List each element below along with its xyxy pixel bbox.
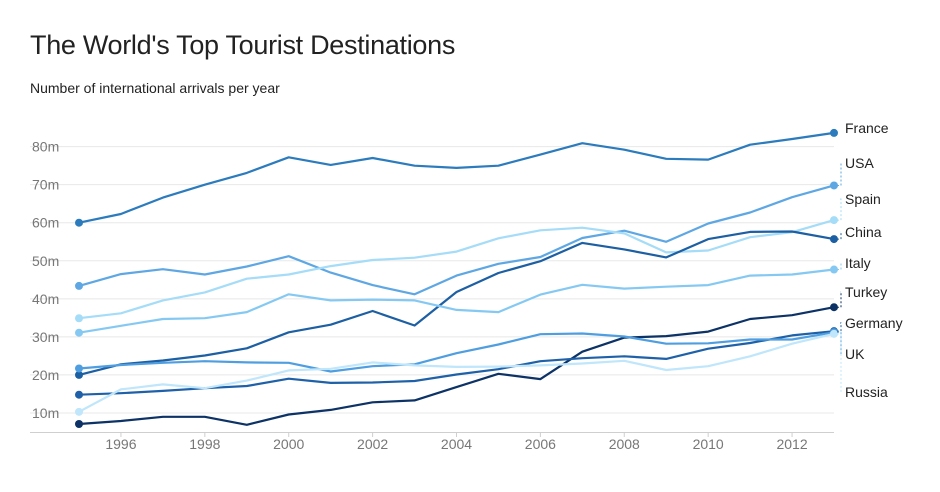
series-end-point-china (830, 235, 838, 244)
x-tick-label: 2012 (776, 436, 807, 452)
series-lines (75, 128, 838, 429)
series-start-point-china (75, 370, 83, 379)
x-tick-label: 2006 (525, 436, 556, 452)
leader-line-china (837, 231, 842, 240)
leader-line-usa (837, 162, 842, 186)
y-tick-label: 60m (32, 215, 59, 231)
series-start-point-italy (75, 328, 83, 337)
series-label-turkey: Turkey (845, 284, 887, 300)
y-tick-label: 70m (32, 177, 59, 193)
series-line-uk (78, 331, 835, 373)
series-end-point-italy (830, 265, 838, 274)
series-start-point-turkey (75, 420, 83, 429)
series-label-russia: Russia (845, 384, 888, 400)
series-label-china: China (845, 224, 882, 240)
x-tick-label: 2002 (357, 436, 388, 452)
series-line-france (78, 131, 835, 224)
y-tick-label: 10m (32, 405, 59, 421)
series-line-china (78, 230, 835, 376)
series-start-point-spain (75, 314, 83, 323)
series-start-point-germany (75, 390, 83, 399)
series-end-point-spain (830, 216, 838, 225)
leader-line-italy (837, 262, 842, 271)
series-start-point-france (75, 218, 83, 227)
series-end-point-france (830, 128, 838, 137)
x-tick-label: 2004 (441, 436, 472, 452)
series-line-spain (78, 219, 835, 320)
series-labels: France USA Spain China Italy Turkey Germany UK R… (837, 120, 903, 400)
series-label-france: France (845, 120, 889, 136)
x-axis: 1996 1998 2000 2002 2004 2006 2008 2010 2012 (30, 432, 834, 452)
x-tick-label: 1998 (189, 436, 220, 452)
y-tick-label: 30m (32, 329, 59, 345)
y-tick-label: 40m (32, 291, 59, 307)
series-start-point-usa (75, 281, 83, 290)
leader-line-germany (837, 322, 842, 332)
x-tick-label: 1996 (105, 436, 136, 452)
series-label-italy: Italy (845, 255, 871, 271)
series-line-usa (78, 184, 835, 296)
y-tick-label: 50m (32, 253, 59, 269)
series-line-russia (78, 332, 835, 413)
series-end-point-turkey (830, 303, 838, 312)
series-line-turkey (78, 306, 835, 426)
gridlines (30, 146, 834, 414)
series-end-point-usa (830, 181, 838, 190)
y-tick-label: 20m (32, 367, 59, 383)
y-tick-label: 80m (32, 139, 59, 155)
x-tick-label: 2000 (273, 436, 304, 452)
leader-line-russia (837, 333, 842, 393)
chart-subtitle: Number of international arrivals per yea… (30, 80, 280, 96)
chart-title: The World's Top Tourist Destinations (30, 30, 456, 60)
series-line-italy (78, 268, 835, 334)
series-label-uk: UK (845, 346, 865, 362)
series-label-germany: Germany (845, 315, 903, 331)
x-tick-label: 2010 (693, 436, 724, 452)
series-label-spain: Spain (845, 191, 881, 207)
leader-line-spain (837, 198, 842, 221)
series-start-point-uk (75, 364, 83, 373)
series-end-point-russia (830, 329, 838, 338)
leader-line-turkey (837, 291, 842, 308)
y-axis: 10m 20m 30m 40m 50m 60m 70m 80m (32, 139, 59, 421)
x-tick-label: 2008 (609, 436, 640, 452)
series-start-point-russia (75, 407, 83, 416)
series-label-usa: USA (845, 155, 874, 171)
